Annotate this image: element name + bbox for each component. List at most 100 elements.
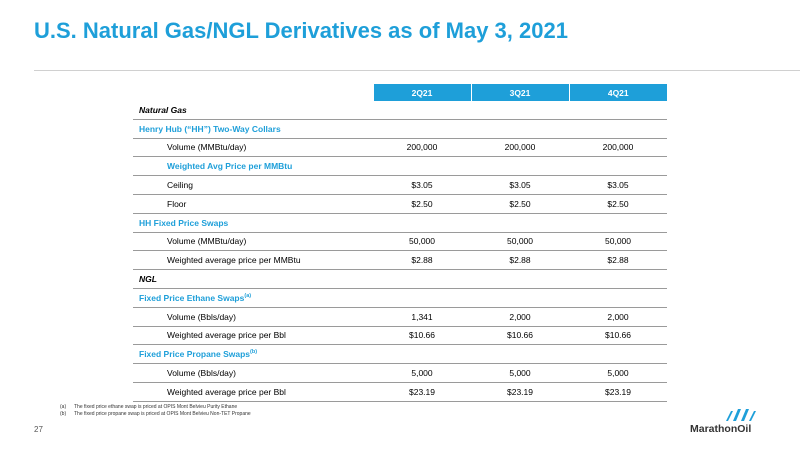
value-cell: [569, 119, 667, 139]
row-label-cell: Volume (MMBtu/day): [133, 232, 373, 252]
row-label: Ceiling: [167, 180, 193, 191]
table-row: Floor $2.50 $2.50 $2.50: [133, 194, 667, 214]
row-label: Natural Gas: [139, 104, 187, 115]
value-cell: $10.66: [373, 326, 471, 346]
marathon-oil-logo: MarathonOil: [690, 408, 770, 440]
column-header-2q21: 2Q21: [373, 84, 472, 101]
value-cell: [373, 269, 471, 289]
row-label-cell: Henry Hub (“HH”) Two-Way Collars: [133, 119, 373, 139]
table-body: Natural Gas Henry Hub (“HH”) Two-Way Coll…: [133, 101, 667, 402]
value-cell: $2.50: [569, 194, 667, 214]
row-label-cell: Weighted average price per Bbl: [133, 326, 373, 346]
column-header-4q21: 4Q21: [569, 84, 667, 101]
value-cell: [569, 344, 667, 365]
row-label: NGL: [139, 274, 157, 285]
row-label: Volume (Bbls/day): [167, 311, 236, 322]
footnote-a: (a) The fixed price ethane swap is price…: [60, 404, 251, 411]
value-cell: 50,000: [569, 232, 667, 252]
row-label: HH Fixed Price Swaps: [139, 217, 229, 228]
value-cell: [471, 344, 569, 365]
value-cell: 2,000: [569, 307, 667, 327]
row-label: Floor: [167, 198, 187, 209]
value-cell: 1,341: [373, 307, 471, 327]
value-cell: 200,000: [373, 138, 471, 158]
value-cell: 5,000: [471, 363, 569, 383]
row-label: Fixed Price Ethane Swaps: [139, 292, 245, 303]
row-label-cell: Volume (Bbls/day): [133, 307, 373, 327]
table-row: Fixed Price Propane Swaps(b): [133, 344, 667, 365]
table-row: Ceiling $3.05 $3.05 $3.05: [133, 175, 667, 195]
table-row: Weighted average price per Bbl $10.66 $10.…: [133, 326, 667, 346]
value-cell: $2.50: [373, 194, 471, 214]
value-cell: [373, 288, 471, 308]
footnote-b: (b) The fixed price propane swap is pric…: [60, 411, 251, 418]
table-row: Volume (Bbls/day) 5,000 5,000 5,000: [133, 363, 667, 383]
footnote-ref: (a): [244, 293, 252, 300]
value-cell: 50,000: [373, 232, 471, 252]
table-row: Weighted average price per MMBtu $2.88 $2.…: [133, 250, 667, 271]
row-label-cell: Floor: [133, 194, 373, 214]
title-divider: [34, 70, 800, 71]
footnote-ref: (b): [250, 349, 258, 356]
value-cell: [569, 288, 667, 308]
logo-text: MarathonOil: [690, 423, 752, 435]
value-cell: 5,000: [373, 363, 471, 383]
row-label-cell: HH Fixed Price Swaps: [133, 213, 373, 233]
table-row: Weighted average price per Bbl $23.19 $23.…: [133, 382, 667, 402]
footnotes: (a) The fixed price ethane swap is price…: [60, 404, 251, 418]
column-header-3q21: 3Q21: [471, 84, 570, 101]
row-label: Weighted Avg Price per MMBtu: [167, 161, 293, 172]
value-cell: $2.50: [471, 194, 569, 214]
footnote-text: The fixed price ethane swap is priced at…: [74, 404, 238, 410]
row-label-cell: Natural Gas: [133, 101, 373, 120]
table-row: Volume (MMBtu/day) 50,000 50,000 50,000: [133, 232, 667, 252]
row-label: Volume (Bbls/day): [167, 368, 236, 379]
row-label: Weighted average price per MMBtu: [167, 255, 301, 266]
value-cell: $10.66: [471, 326, 569, 346]
value-cell: [373, 344, 471, 365]
table-row: Volume (Bbls/day) 1,341 2,000 2,000: [133, 307, 667, 327]
value-cell: 2,000: [471, 307, 569, 327]
value-cell: $2.88: [471, 250, 569, 271]
table-row: Weighted Avg Price per MMBtu: [133, 156, 667, 177]
footnote-marker: (b): [60, 411, 67, 417]
value-cell: [471, 156, 569, 177]
value-cell: $23.19: [569, 382, 667, 402]
value-cell: 200,000: [569, 138, 667, 158]
table-row: HH Fixed Price Swaps: [133, 213, 667, 233]
value-cell: $23.19: [471, 382, 569, 402]
value-cell: [373, 156, 471, 177]
row-label: Henry Hub (“HH”) Two-Way Collars: [139, 123, 281, 134]
value-cell: [471, 213, 569, 233]
row-label-cell: Fixed Price Ethane Swaps(a): [133, 288, 373, 308]
table-row: Natural Gas: [133, 101, 667, 120]
row-label-cell: Volume (Bbls/day): [133, 363, 373, 383]
value-cell: [373, 101, 471, 120]
footnote-text: The fixed price propane swap is priced a…: [74, 411, 251, 417]
table-row: Henry Hub (“HH”) Two-Way Collars: [133, 119, 667, 139]
value-cell: 50,000: [471, 232, 569, 252]
value-cell: $2.88: [373, 250, 471, 271]
value-cell: [569, 101, 667, 120]
row-label-cell: Ceiling: [133, 175, 373, 195]
row-label-cell: Weighted average price per Bbl: [133, 382, 373, 402]
value-cell: $2.88: [569, 250, 667, 271]
value-cell: $3.05: [569, 175, 667, 195]
row-label-cell: Weighted average price per MMBtu: [133, 250, 373, 271]
row-label: Volume (MMBtu/day): [167, 142, 247, 153]
row-label: Weighted average price per Bbl: [167, 386, 286, 397]
value-cell: [569, 213, 667, 233]
row-label-cell: Weighted Avg Price per MMBtu: [133, 156, 373, 177]
value-cell: 200,000: [471, 138, 569, 158]
value-cell: 5,000: [569, 363, 667, 383]
derivatives-table: 2Q21 3Q21 4Q21 Natural Gas Henry Hub (“HH…: [133, 84, 667, 402]
row-label-cell: NGL: [133, 269, 373, 289]
footnote-marker: (a): [60, 404, 67, 410]
table-row: Volume (MMBtu/day) 200,000 200,000 200,000: [133, 138, 667, 158]
column-header-label: [133, 84, 374, 101]
table-row: NGL: [133, 269, 667, 289]
row-label-cell: Volume (MMBtu/day): [133, 138, 373, 158]
row-label: Volume (MMBtu/day): [167, 236, 247, 247]
page-number: 27: [34, 425, 43, 434]
page-title: U.S. Natural Gas/NGL Derivatives as of M…: [34, 18, 568, 43]
